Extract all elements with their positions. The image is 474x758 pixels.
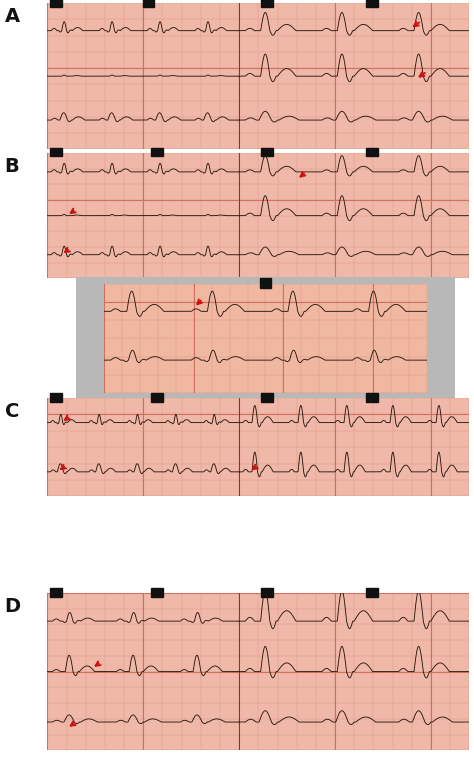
Bar <box>366 0 378 7</box>
Bar <box>260 278 271 288</box>
Bar <box>261 148 273 156</box>
Bar <box>50 0 62 7</box>
Text: B: B <box>5 157 19 176</box>
Text: C: C <box>5 402 19 421</box>
Text: D: D <box>5 597 21 615</box>
Bar <box>261 393 273 402</box>
Bar <box>366 588 378 597</box>
Bar <box>151 393 163 402</box>
Text: A: A <box>5 7 20 26</box>
Bar <box>143 0 155 7</box>
Bar <box>50 148 62 156</box>
Bar <box>366 148 378 156</box>
Bar <box>151 588 163 597</box>
Bar <box>366 393 378 402</box>
Bar <box>261 0 273 7</box>
Bar <box>261 588 273 597</box>
Bar <box>151 148 163 156</box>
Bar <box>50 393 62 402</box>
Bar <box>50 588 62 597</box>
